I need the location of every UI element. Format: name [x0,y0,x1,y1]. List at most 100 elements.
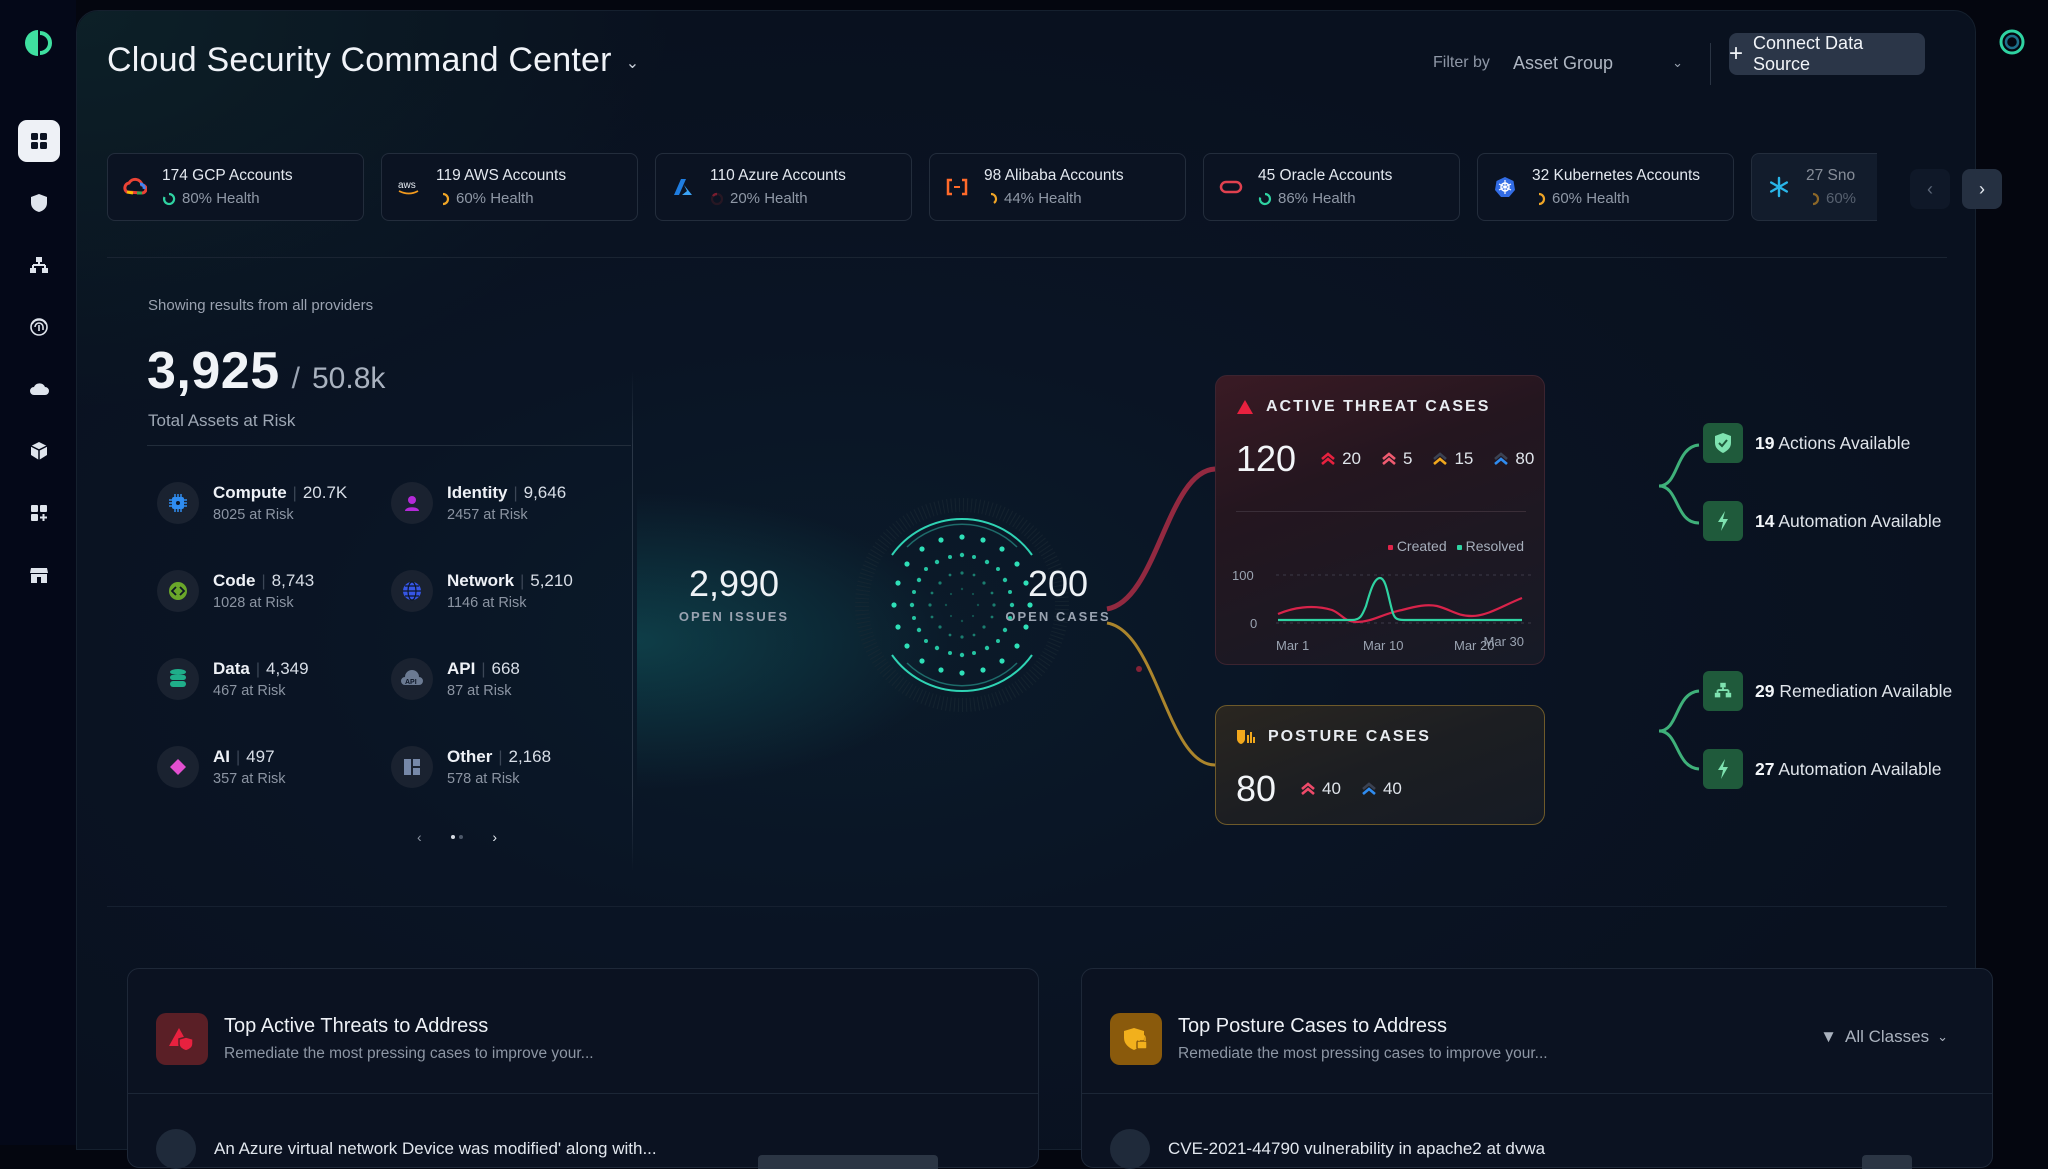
posture-row[interactable]: CVE-2021-44790 vulnerability in apache2 … [1110,1129,1545,1169]
account-card-oracle[interactable]: 45 Oracle Accounts 86% Health [1203,153,1460,221]
account-health: 44% Health [1004,190,1082,207]
asset-api[interactable]: API API | 668 87 at Risk [391,653,621,705]
asset-count: 668 [491,659,520,678]
asset-name: Data [213,659,250,678]
chevron-up-icon [1362,782,1376,795]
automation-available-threats[interactable]: 14 Automation Available [1703,501,1942,541]
account-label: 27 Sno [1806,167,1856,184]
account-label: 174 GCP Accounts [162,167,293,184]
svg-text:Mar 10: Mar 10 [1363,638,1403,653]
asset-other[interactable]: Other | 2,168 578 at Risk [391,741,621,793]
assistant-orb-icon[interactable] [1998,28,2026,56]
gcp-icon [123,177,147,195]
open-issues-metric[interactable]: 2,990 OPEN ISSUES [659,563,809,624]
chevron-up-icon [1494,452,1509,465]
carousel-dot-active[interactable] [451,835,455,839]
account-card-kubernetes[interactable]: 32 Kubernetes Accounts 60% Health [1477,153,1734,221]
user-icon [405,496,419,511]
all-classes-filter[interactable]: ▼ All Classes ⌄ [1820,1027,1948,1047]
sidebar-item-assets[interactable] [18,430,60,472]
accounts-prev-button[interactable]: ‹ [1910,169,1950,209]
active-threat-cases-card[interactable]: ACTIVE THREAT CASES 120 20 5 15 80 Creat… [1215,375,1545,665]
chip-icon [169,494,187,512]
asset-data[interactable]: Data | 4,349 467 at Risk [157,653,387,705]
asset-identity[interactable]: Identity | 9,646 2457 at Risk [391,477,621,529]
asset-ai[interactable]: AI | 497 357 at Risk [157,741,387,793]
open-cases-metric[interactable]: 200 OPEN CASES [983,563,1133,624]
hierarchy-icon [30,257,48,273]
open-cases-value: 200 [1027,563,1089,604]
main-panel: Cloud Security Command Center ⌄ Filter b… [76,10,2002,1169]
accounts-next-button[interactable]: › [1962,169,2002,209]
legend-resolved: Resolved [1456,538,1524,554]
threat-row[interactable]: An Azure virtual network Device was modi… [156,1129,657,1169]
threat-card-title: ACTIVE THREAT CASES [1266,398,1491,415]
alert-triangle-icon [1237,400,1253,414]
remediation-available[interactable]: 29 Remediation Available [1703,671,1952,711]
chevron-down-icon: ⌄ [1937,1029,1948,1044]
carousel-prev-button[interactable]: ‹ [417,829,422,845]
asset-network[interactable]: Network | 5,210 1146 at Risk [391,565,621,617]
asset-compute[interactable]: Compute | 20.7K 8025 at Risk [157,477,387,529]
panel-title: Top Active Threats to Address [224,1015,489,1037]
svg-text:Mar 1: Mar 1 [1276,638,1309,653]
carousel-dot[interactable] [459,835,463,839]
connect-data-source-button[interactable]: + Connect Data Source [1729,33,1925,75]
posture-cases-card[interactable]: POSTURE CASES 80 40 40 [1215,705,1545,825]
sidebar-item-identity[interactable] [18,306,60,348]
account-label: 119 AWS Accounts [436,167,567,184]
oracle-icon [1219,180,1243,194]
threat-total: 120 [1236,438,1297,479]
sidebar-item-dashboard[interactable] [18,120,60,162]
grid-plus-icon [31,505,47,521]
total-assets-count: 50.8k [311,362,386,395]
account-card-aws[interactable]: aws 119 AWS Accounts 60% Health [381,153,638,221]
sidebar-item-marketplace[interactable] [18,554,60,596]
app-logo-icon[interactable] [24,28,52,58]
total-assets: 3,925 / 50.8k [147,341,385,401]
posture-row-title: CVE-2021-44790 vulnerability in apache2 … [1168,1139,1546,1158]
actions-available[interactable]: 19 Actions Available [1703,423,1910,463]
asset-risk: 8025 at Risk [213,507,294,523]
severity-medium: 15 [1432,449,1473,469]
svg-text:aws: aws [398,180,416,191]
automation-available-posture[interactable]: 27 Automation Available [1703,749,1942,789]
asset-group-select[interactable]: Asset Group ⌄ [1513,47,1683,79]
asset-name: AI [213,747,230,766]
account-card-azure[interactable]: 110 Azure Accounts 20% Health [655,153,912,221]
carousel-next-button[interactable]: › [492,829,497,845]
azure-icon [674,179,692,195]
divider [1236,511,1526,512]
account-card-gcp[interactable]: 174 GCP Accounts 80% Health [107,153,364,221]
asset-code[interactable]: Code | 8,743 1028 at Risk [157,565,387,617]
connect-label: Connect Data Source [1753,33,1864,74]
severity-high: 40 [1300,779,1341,799]
svg-text:Mar 20: Mar 20 [1454,638,1494,653]
sidebar-item-cloud[interactable] [18,368,60,410]
account-health: 20% Health [730,190,808,207]
action-connectors [1658,443,1700,771]
account-card-snowflake[interactable]: 27 Sno 60% [1751,153,1877,221]
total-assets-label: Total Assets at Risk [148,411,296,430]
asset-count: 8,743 [271,571,315,590]
globe-icon [403,581,421,601]
sidebar-item-topology[interactable] [18,244,60,286]
filter-funnel-icon: ▼ [1820,1027,1837,1046]
account-health: 60% [1826,190,1857,207]
page-title[interactable]: Cloud Security Command Center ⌄ [107,41,639,80]
azure-avatar [156,1129,196,1169]
asset-name: Network [447,571,515,590]
sidebar-item-integrations[interactable] [18,492,60,534]
cube-icon [30,442,48,460]
chevron-right-icon: › [1979,178,1985,199]
threat-trend-chart: 100 0 Mar 1 Mar 10 Mar 20 Mar 30 [1232,568,1532,653]
account-card-alibaba[interactable]: 98 Alibaba Accounts 44% Health [929,153,1186,221]
asset-avatar [1110,1129,1150,1169]
page-title-text: Cloud Security Command Center [107,41,612,79]
plus-icon: + [1729,40,1744,67]
sidebar-item-threats[interactable] [18,182,60,224]
panel-title: Top Posture Cases to Address [1178,1015,1448,1037]
account-health: 60% Health [1552,190,1630,207]
asset-risk: 2457 at Risk [447,507,528,523]
grid-icon [31,133,47,149]
